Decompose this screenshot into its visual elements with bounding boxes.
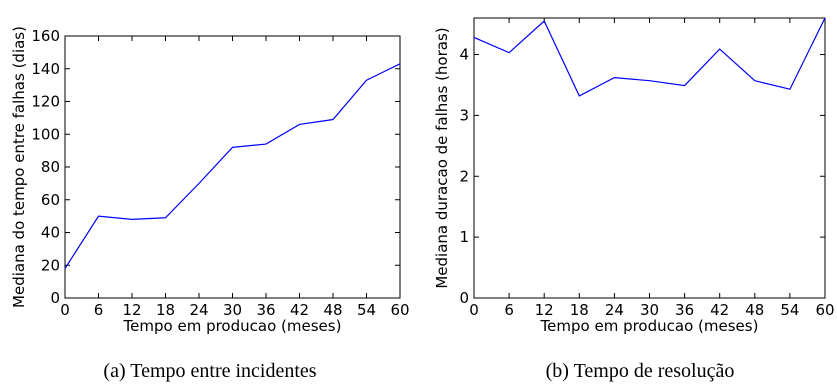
y-tick-label-a: 140 (31, 60, 60, 78)
x-tick-label-b: 6 (504, 301, 514, 319)
y-tick-label-a: 80 (41, 158, 60, 176)
x-tick-label-b: 36 (675, 301, 694, 319)
x-tick-label-b: 42 (710, 301, 729, 319)
x-tick-label-b: 18 (570, 301, 589, 319)
plot-frame-a (64, 35, 401, 299)
y-tick-label-a: 120 (31, 93, 60, 111)
x-axis-title-a: Tempo em producao (meses) (123, 317, 342, 335)
y-tick-label-b: 0 (459, 289, 469, 307)
series-line-a (64, 63, 401, 269)
plot-frame-b (473, 17, 826, 299)
y-tick-label-a: 40 (41, 224, 60, 242)
x-tick-label-a: 48 (323, 301, 342, 319)
x-tick-label-a: 12 (122, 301, 141, 319)
y-tick-label-b: 1 (459, 228, 469, 246)
x-tick-label-a: 24 (189, 301, 208, 319)
x-tick-label-b: 54 (780, 301, 799, 319)
x-tick-label-a: 54 (357, 301, 376, 319)
x-tick-label-a: 36 (256, 301, 275, 319)
x-tick-label-a: 42 (290, 301, 309, 319)
y-axis-title-b: Mediana duracao de falhas (horas) (433, 27, 451, 288)
x-tick-label-a: 0 (60, 301, 70, 319)
caption-b: (b) Tempo de resolução (546, 360, 735, 382)
chart-a: (a) Tempo entre incidentes 0 6 12 18 24 30 36 4… (10, 26, 410, 382)
y-tick-label-b: 2 (459, 167, 469, 185)
x-tick-label-a: 6 (94, 301, 104, 319)
x-tick-label-a: 30 (223, 301, 242, 319)
y-tick-label-b: 3 (459, 106, 469, 124)
y-tick-label-a: 60 (41, 191, 60, 209)
x-tick-label-b: 60 (815, 301, 834, 319)
y-tick-label-a: 0 (50, 289, 60, 307)
x-tick-label-b: 48 (745, 301, 764, 319)
x-tick-label-a: 18 (156, 301, 175, 319)
chart-b: (b) Tempo de resolução 0 6 12 18 24 30 36 42 48 5… (433, 17, 835, 382)
y-tick-label-a: 100 (31, 125, 60, 143)
y-tick-label-a: 20 (41, 256, 60, 274)
x-tick-label-b: 0 (469, 301, 479, 319)
y-axis-title-a: Mediana do tempo entre falhas (dias) (10, 26, 28, 308)
x-tick-label-b: 12 (535, 301, 554, 319)
x-tick-label-b: 24 (605, 301, 624, 319)
y-tick-label-b: 4 (459, 46, 469, 64)
x-tick-label-a: 60 (390, 301, 409, 319)
x-axis-title-b: Tempo em producao (meses) (540, 317, 759, 335)
y-tick-label-a: 160 (31, 27, 60, 45)
caption-a: (a) Tempo entre incidentes (103, 360, 316, 382)
x-tick-label-b: 30 (640, 301, 659, 319)
series-line-b (473, 17, 826, 97)
